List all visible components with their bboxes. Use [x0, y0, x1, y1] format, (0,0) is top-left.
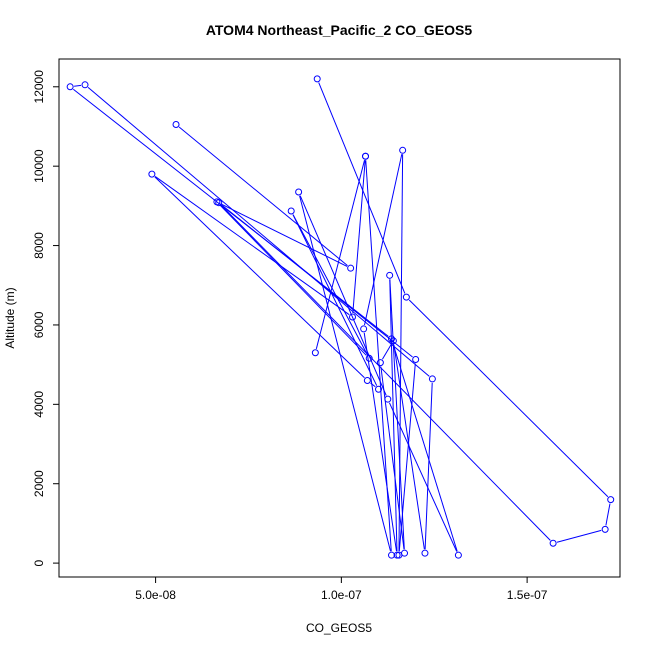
y-axis-label: Altitude (m): [3, 287, 17, 348]
y-tick-label: 2000: [32, 470, 46, 497]
series-1-segment: [380, 366, 405, 550]
y-tick-label: 8000: [32, 232, 46, 259]
x-axis-label: CO_GEOS5: [306, 621, 372, 635]
series-1-segment: [605, 503, 611, 526]
series-1-point: [384, 395, 392, 403]
series-1-segment: [388, 402, 458, 552]
x-axis: 5.0e-08 1.0e-07 1.5e-07: [135, 576, 548, 602]
series-1-point: [401, 549, 409, 557]
series-1-segment: [424, 382, 433, 550]
series-1-segment: [389, 279, 398, 552]
series-1-point: [360, 325, 368, 333]
series-1-point: [428, 375, 436, 383]
series-1-point: [172, 120, 180, 128]
series-1-point: [313, 75, 321, 83]
series-1-segment: [364, 154, 403, 326]
series-1-segment: [392, 342, 458, 552]
series-1-point: [375, 385, 383, 393]
series-1-segment: [299, 195, 387, 396]
y-tick-label: 12000: [32, 70, 46, 104]
series-1-point: [388, 551, 396, 559]
series-1-segment: [292, 214, 368, 355]
series-1-point: [66, 83, 74, 91]
series-1-segment: [221, 205, 551, 541]
y-axis: 0 2000 4000 6000 8000 10000 12000: [32, 70, 60, 566]
series-1-segment: [292, 214, 378, 386]
plot-frame: [58, 58, 621, 578]
series-1-point: [213, 198, 221, 206]
series-1-point: [402, 293, 410, 301]
series-1-point: [349, 313, 356, 321]
series-1-point: [454, 551, 462, 559]
series-1-point: [287, 207, 295, 215]
y-tick-label: 4000: [32, 391, 46, 418]
series-1-segment: [381, 344, 392, 360]
series-1-segment: [389, 279, 405, 550]
series-1-point: [148, 170, 156, 178]
series-1-segment: [556, 529, 602, 543]
series-1-segment: [154, 176, 365, 379]
series-1-point: [388, 335, 396, 343]
x-tick-label: 5.0e-08: [135, 588, 176, 602]
series-1-segment: [87, 87, 430, 377]
series-1-point: [365, 354, 373, 362]
series-1-segment: [154, 176, 350, 316]
series-1-segment: [318, 82, 406, 294]
series-1-point: [421, 549, 429, 557]
series-1-segment: [363, 332, 397, 552]
chart-title: ATOM4 Northeast_Pacific_2 CO_GEOS5: [206, 22, 473, 38]
series-1-segment: [74, 84, 82, 87]
series-1-point: [347, 264, 355, 272]
series-1-point: [389, 337, 397, 345]
series-1-point: [412, 355, 420, 363]
x-tick-label: 1.5e-07: [507, 588, 548, 602]
series-2-segment: [315, 159, 366, 349]
series-layer: [66, 75, 615, 559]
series-1-segment: [370, 382, 376, 388]
series-1-point: [81, 81, 89, 89]
series-1-segment: [72, 88, 389, 337]
y-tick-label: 10000: [32, 149, 46, 183]
series-2-point: [362, 152, 370, 160]
series-2-point: [311, 349, 319, 357]
x-tick-label: 1.0e-07: [321, 588, 362, 602]
series-1-point: [386, 271, 394, 279]
series-1-segment: [398, 363, 416, 552]
series-1-segment: [219, 204, 367, 356]
series-1-segment: [352, 160, 366, 314]
y-tick-label: 6000: [32, 311, 46, 338]
series-1-segment: [178, 126, 348, 267]
series-1-point: [376, 359, 384, 367]
series-1-point: [607, 496, 615, 504]
series-1-point: [399, 146, 407, 154]
series-1-segment: [365, 160, 392, 552]
series-1-point: [295, 188, 303, 196]
series-1-point: [363, 377, 371, 385]
series-1-segment: [220, 203, 348, 267]
y-tick-label: 0: [32, 559, 46, 566]
series-1-segment: [408, 299, 609, 498]
series-1-point: [549, 539, 557, 547]
series-1-point: [601, 525, 609, 533]
